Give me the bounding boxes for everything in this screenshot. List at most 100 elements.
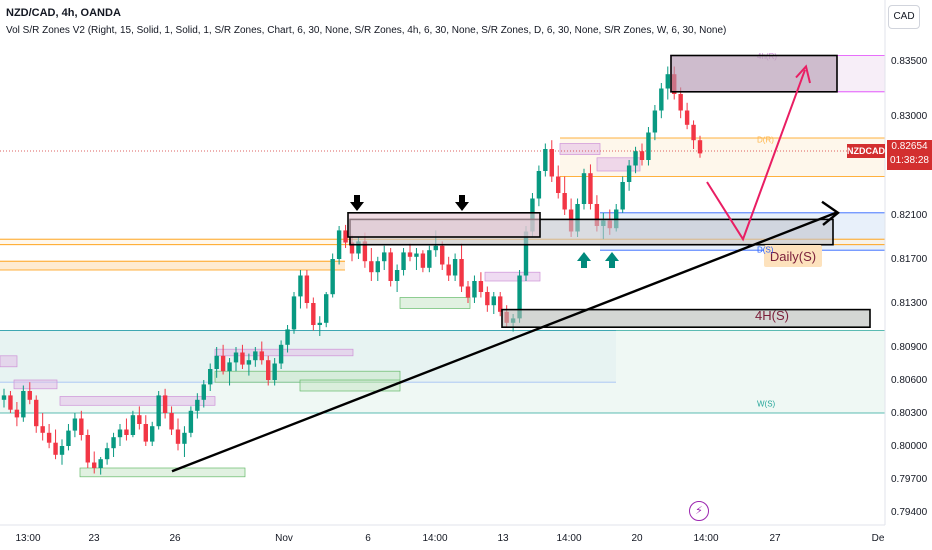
candle-body [394, 270, 400, 281]
candle-body [240, 352, 245, 365]
h4-s-label: 4H(S) [755, 308, 789, 323]
time-tick-label: 14:00 [556, 533, 581, 544]
candle-body [369, 261, 374, 273]
candle-body [14, 409, 20, 418]
candle-body [362, 241, 368, 262]
candle-body [678, 94, 683, 111]
candle-body [175, 429, 181, 444]
trendline-arrowhead [821, 200, 841, 226]
candle-body [137, 415, 142, 424]
trendline [171, 211, 837, 473]
daily-s-label: Daily(S) [770, 249, 816, 264]
time-tick-label: 23 [88, 533, 100, 544]
candle-body [446, 264, 451, 276]
candle-body [266, 360, 271, 380]
symbol-title[interactable]: NZD/CAD, 4h, OANDA [6, 7, 121, 19]
candle-body [46, 432, 52, 443]
last-price-box: 0.82654 01:38:28 [887, 140, 932, 170]
time-tick-label: 27 [769, 533, 781, 544]
currency-button[interactable]: CAD [888, 5, 920, 29]
candle-body [452, 259, 458, 276]
candle-body [517, 275, 522, 319]
candle-body [182, 432, 187, 444]
price-tick-label: 0.80600 [891, 375, 928, 386]
price-tick-label: 0.82100 [891, 210, 928, 221]
candle-body [491, 296, 496, 306]
candle-body [72, 418, 78, 431]
time-tick-label: Nov [275, 533, 293, 544]
candle-body [433, 245, 438, 251]
down-arrow-left [350, 195, 364, 211]
candle-body [549, 149, 554, 177]
projection-path [706, 69, 806, 242]
pivot-zone [559, 143, 601, 155]
candle-body [330, 259, 335, 295]
indicator-legend[interactable]: Vol S/R Zones V2 (Right, 15, Solid, 1, S… [6, 25, 727, 36]
candle-body [401, 252, 406, 270]
pivot-zone [484, 271, 541, 282]
candle-body [665, 74, 670, 89]
candle-body [143, 424, 148, 442]
price-tick-label: 0.81700 [891, 254, 928, 265]
candle-body [208, 369, 213, 385]
candle-body [620, 182, 625, 210]
candle-body [27, 391, 32, 400]
up-arrow-right [605, 252, 619, 268]
lightning-icon[interactable]: ⚡ [689, 501, 709, 521]
candle-body [407, 252, 413, 257]
candle-body [684, 110, 690, 125]
candle-body [156, 395, 161, 427]
price-tick-label: 0.83500 [891, 56, 928, 67]
candle-body [581, 173, 587, 204]
candle-body [79, 418, 84, 435]
pivot-zone [79, 467, 246, 478]
candle-body [498, 296, 503, 312]
candle-body [66, 430, 71, 446]
candle-body [594, 204, 600, 226]
price-tick-label: 0.79400 [891, 507, 928, 518]
candle-body [278, 344, 284, 364]
down-arrow-right [455, 195, 469, 211]
price-tick-label: 0.79700 [891, 474, 928, 485]
candle-body [246, 360, 252, 365]
candle-body [188, 410, 194, 433]
candle-body [59, 446, 65, 455]
candle-body [227, 362, 232, 372]
time-tick-label: 20 [631, 533, 643, 544]
candle-body [349, 242, 355, 254]
candle-body [697, 140, 703, 154]
candle-body [291, 296, 297, 330]
candle-body [639, 151, 645, 160]
candle-body [588, 173, 593, 204]
candle-body [646, 132, 651, 160]
candle-body [691, 124, 696, 141]
pivot-zone [214, 348, 354, 357]
candle-body [272, 363, 277, 380]
candle-body [420, 253, 426, 268]
candle-body [92, 462, 97, 468]
candle-body [382, 252, 387, 262]
candle-body [659, 88, 664, 111]
candle-body [21, 391, 26, 418]
candle-body [317, 322, 322, 325]
candle-body [98, 459, 103, 468]
candle-body [485, 292, 490, 306]
candle-body [169, 413, 174, 430]
candle-body [162, 395, 168, 413]
pivot-zone [399, 297, 471, 309]
time-tick-label: 6 [365, 533, 371, 544]
candle-body [298, 275, 303, 297]
candle-body [130, 415, 136, 435]
candle-body [562, 193, 567, 210]
ws-label: W(S) [757, 399, 776, 408]
candle-body [324, 294, 329, 323]
candle-body [626, 165, 632, 182]
resistance-turned-support-box [347, 212, 541, 238]
candle-body [85, 435, 90, 463]
candle-body [459, 259, 464, 287]
candle-body [633, 151, 638, 166]
dr-label: D(R) [757, 135, 774, 144]
candle-body [150, 426, 155, 442]
